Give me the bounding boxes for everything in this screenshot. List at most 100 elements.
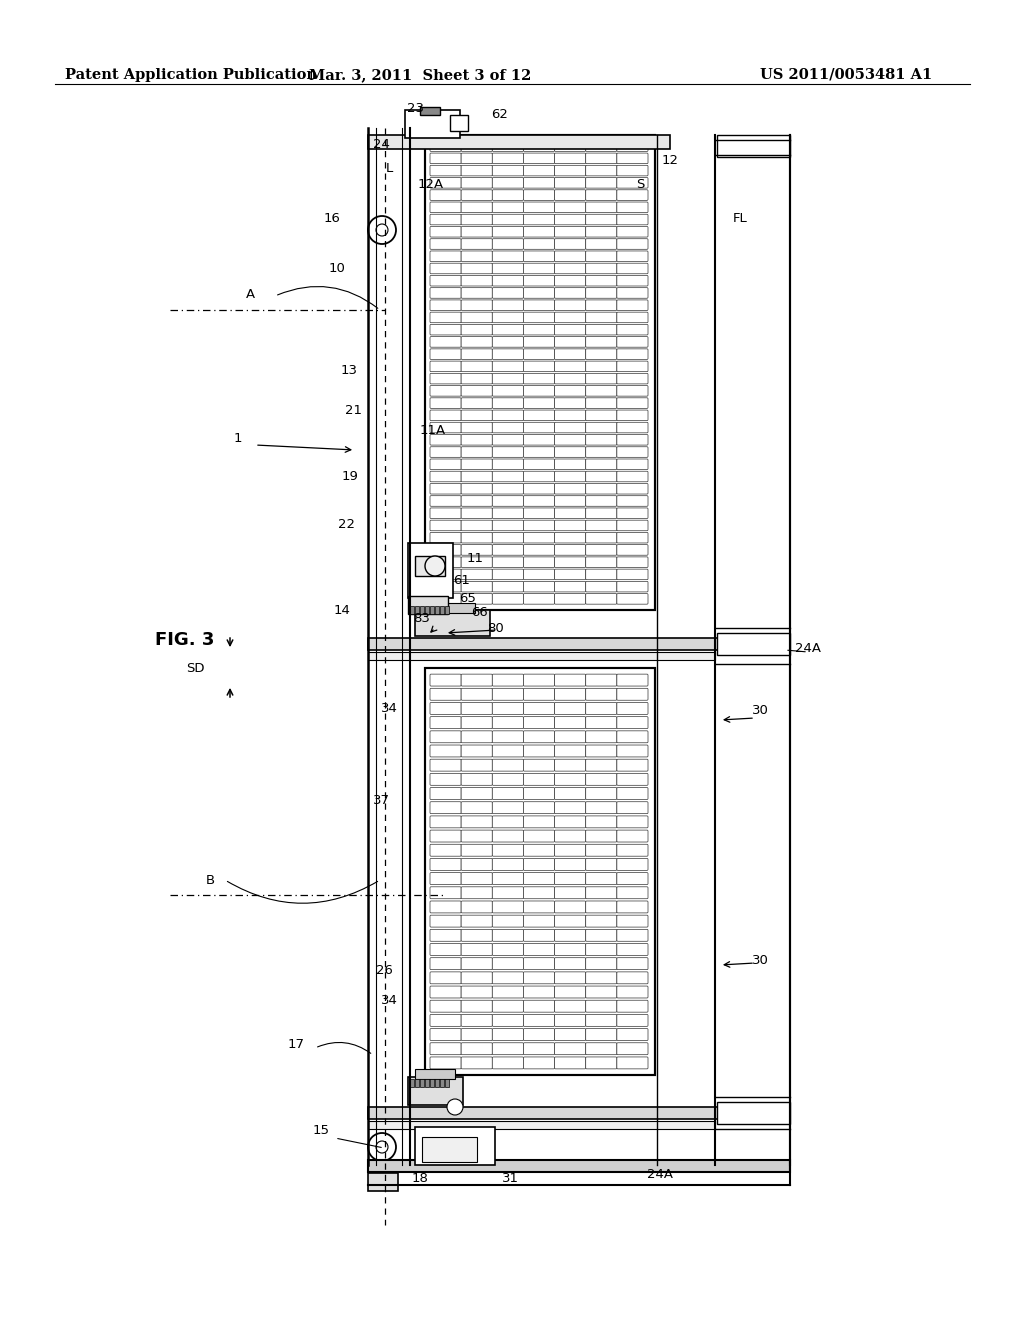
- FancyBboxPatch shape: [555, 178, 586, 189]
- FancyBboxPatch shape: [616, 374, 648, 384]
- Text: 11: 11: [467, 552, 483, 565]
- FancyBboxPatch shape: [616, 986, 648, 998]
- FancyBboxPatch shape: [555, 675, 586, 686]
- FancyBboxPatch shape: [616, 816, 648, 828]
- FancyBboxPatch shape: [616, 532, 648, 543]
- FancyBboxPatch shape: [586, 1043, 616, 1055]
- FancyBboxPatch shape: [493, 830, 523, 842]
- FancyBboxPatch shape: [461, 165, 493, 176]
- FancyBboxPatch shape: [461, 374, 493, 384]
- FancyBboxPatch shape: [523, 1014, 555, 1027]
- FancyBboxPatch shape: [616, 1043, 648, 1055]
- FancyBboxPatch shape: [616, 362, 648, 372]
- FancyBboxPatch shape: [430, 569, 461, 579]
- FancyBboxPatch shape: [586, 532, 616, 543]
- FancyBboxPatch shape: [430, 688, 461, 700]
- FancyBboxPatch shape: [493, 434, 523, 445]
- FancyBboxPatch shape: [616, 1014, 648, 1027]
- FancyBboxPatch shape: [616, 337, 648, 347]
- Text: SD: SD: [186, 661, 205, 675]
- FancyBboxPatch shape: [586, 887, 616, 899]
- FancyBboxPatch shape: [461, 675, 493, 686]
- FancyBboxPatch shape: [430, 759, 461, 771]
- FancyBboxPatch shape: [461, 312, 493, 322]
- FancyBboxPatch shape: [586, 325, 616, 335]
- FancyBboxPatch shape: [430, 1001, 461, 1012]
- FancyBboxPatch shape: [586, 165, 616, 176]
- FancyBboxPatch shape: [586, 958, 616, 970]
- Text: B: B: [206, 874, 215, 887]
- FancyBboxPatch shape: [616, 422, 648, 433]
- Bar: [425, 606, 429, 614]
- FancyBboxPatch shape: [555, 1057, 586, 1069]
- Bar: [440, 606, 444, 614]
- Bar: [420, 606, 424, 614]
- FancyBboxPatch shape: [616, 300, 648, 310]
- FancyBboxPatch shape: [586, 374, 616, 384]
- FancyBboxPatch shape: [555, 1014, 586, 1027]
- FancyBboxPatch shape: [461, 1014, 493, 1027]
- FancyBboxPatch shape: [586, 557, 616, 568]
- FancyBboxPatch shape: [586, 915, 616, 927]
- FancyBboxPatch shape: [555, 434, 586, 445]
- Bar: [435, 1078, 439, 1086]
- Text: 24A: 24A: [647, 1168, 673, 1181]
- Bar: [430, 606, 434, 614]
- Text: 14: 14: [333, 603, 350, 616]
- FancyBboxPatch shape: [493, 873, 523, 884]
- FancyBboxPatch shape: [461, 731, 493, 743]
- FancyBboxPatch shape: [493, 459, 523, 470]
- FancyBboxPatch shape: [616, 325, 648, 335]
- FancyBboxPatch shape: [493, 845, 523, 857]
- FancyBboxPatch shape: [523, 731, 555, 743]
- FancyBboxPatch shape: [493, 141, 523, 152]
- FancyBboxPatch shape: [555, 362, 586, 372]
- Text: FL: FL: [732, 211, 748, 224]
- FancyBboxPatch shape: [493, 744, 523, 756]
- FancyBboxPatch shape: [430, 702, 461, 714]
- FancyBboxPatch shape: [461, 263, 493, 273]
- FancyBboxPatch shape: [586, 1028, 616, 1040]
- FancyBboxPatch shape: [461, 337, 493, 347]
- FancyBboxPatch shape: [555, 958, 586, 970]
- FancyBboxPatch shape: [586, 446, 616, 457]
- FancyBboxPatch shape: [461, 227, 493, 238]
- FancyBboxPatch shape: [430, 545, 461, 556]
- FancyBboxPatch shape: [616, 830, 648, 842]
- FancyBboxPatch shape: [430, 337, 461, 347]
- FancyBboxPatch shape: [523, 1043, 555, 1055]
- FancyBboxPatch shape: [523, 915, 555, 927]
- FancyBboxPatch shape: [586, 178, 616, 189]
- FancyBboxPatch shape: [430, 446, 461, 457]
- FancyBboxPatch shape: [430, 915, 461, 927]
- FancyBboxPatch shape: [493, 337, 523, 347]
- Text: 80: 80: [486, 622, 504, 635]
- Bar: [415, 556, 445, 576]
- FancyBboxPatch shape: [586, 288, 616, 298]
- FancyBboxPatch shape: [523, 986, 555, 998]
- FancyBboxPatch shape: [430, 165, 461, 176]
- FancyBboxPatch shape: [586, 986, 616, 998]
- FancyBboxPatch shape: [616, 178, 648, 189]
- FancyBboxPatch shape: [616, 774, 648, 785]
- FancyBboxPatch shape: [493, 788, 523, 800]
- FancyBboxPatch shape: [430, 202, 461, 213]
- FancyBboxPatch shape: [555, 858, 586, 870]
- FancyBboxPatch shape: [493, 557, 523, 568]
- FancyBboxPatch shape: [523, 348, 555, 359]
- FancyBboxPatch shape: [616, 944, 648, 956]
- FancyBboxPatch shape: [586, 141, 616, 152]
- FancyBboxPatch shape: [430, 190, 461, 201]
- FancyBboxPatch shape: [523, 141, 555, 152]
- FancyBboxPatch shape: [586, 594, 616, 605]
- FancyBboxPatch shape: [555, 816, 586, 828]
- FancyBboxPatch shape: [523, 858, 555, 870]
- FancyBboxPatch shape: [493, 1057, 523, 1069]
- FancyBboxPatch shape: [430, 178, 461, 189]
- FancyBboxPatch shape: [586, 545, 616, 556]
- FancyBboxPatch shape: [493, 702, 523, 714]
- FancyBboxPatch shape: [555, 214, 586, 224]
- Bar: [368, 1107, 790, 1119]
- FancyBboxPatch shape: [616, 496, 648, 507]
- FancyBboxPatch shape: [430, 153, 461, 164]
